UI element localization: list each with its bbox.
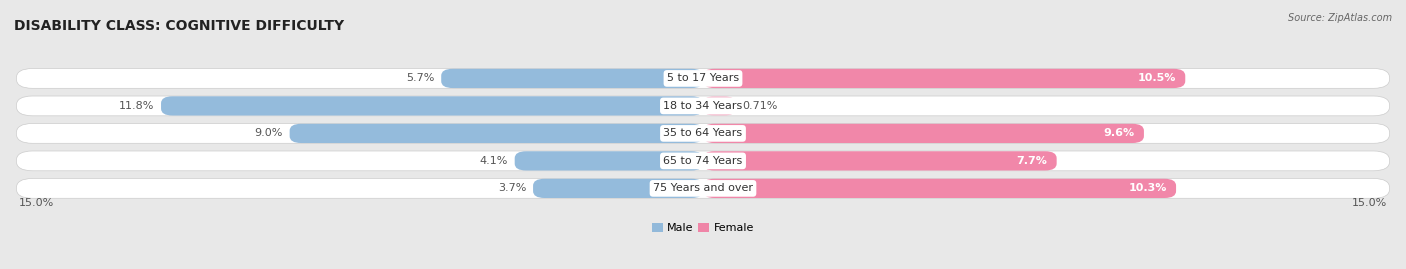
Text: 4.1%: 4.1%: [479, 156, 508, 166]
FancyBboxPatch shape: [515, 151, 703, 171]
FancyBboxPatch shape: [703, 179, 1175, 198]
Text: 10.3%: 10.3%: [1129, 183, 1167, 193]
Text: 75 Years and over: 75 Years and over: [652, 183, 754, 193]
FancyBboxPatch shape: [703, 69, 1185, 88]
Text: Source: ZipAtlas.com: Source: ZipAtlas.com: [1288, 13, 1392, 23]
Text: 11.8%: 11.8%: [118, 101, 155, 111]
FancyBboxPatch shape: [17, 69, 1389, 88]
FancyBboxPatch shape: [162, 96, 703, 115]
Text: 9.6%: 9.6%: [1104, 128, 1135, 138]
FancyBboxPatch shape: [290, 124, 703, 143]
Text: 5 to 17 Years: 5 to 17 Years: [666, 73, 740, 83]
Text: 15.0%: 15.0%: [18, 199, 53, 208]
Text: 7.7%: 7.7%: [1017, 156, 1047, 166]
Text: 9.0%: 9.0%: [254, 128, 283, 138]
Text: 35 to 64 Years: 35 to 64 Years: [664, 128, 742, 138]
FancyBboxPatch shape: [703, 124, 1144, 143]
Text: 0.71%: 0.71%: [742, 101, 778, 111]
Text: 3.7%: 3.7%: [498, 183, 526, 193]
Text: 65 to 74 Years: 65 to 74 Years: [664, 156, 742, 166]
Text: 5.7%: 5.7%: [406, 73, 434, 83]
FancyBboxPatch shape: [17, 151, 1389, 171]
Text: 10.5%: 10.5%: [1137, 73, 1175, 83]
Text: 15.0%: 15.0%: [1353, 199, 1388, 208]
FancyBboxPatch shape: [441, 69, 703, 88]
Legend: Male, Female: Male, Female: [647, 218, 759, 238]
FancyBboxPatch shape: [17, 179, 1389, 198]
Text: DISABILITY CLASS: COGNITIVE DIFFICULTY: DISABILITY CLASS: COGNITIVE DIFFICULTY: [14, 19, 344, 33]
FancyBboxPatch shape: [703, 151, 1057, 171]
FancyBboxPatch shape: [533, 179, 703, 198]
Text: 18 to 34 Years: 18 to 34 Years: [664, 101, 742, 111]
FancyBboxPatch shape: [17, 123, 1389, 143]
FancyBboxPatch shape: [703, 96, 735, 115]
FancyBboxPatch shape: [17, 96, 1389, 116]
